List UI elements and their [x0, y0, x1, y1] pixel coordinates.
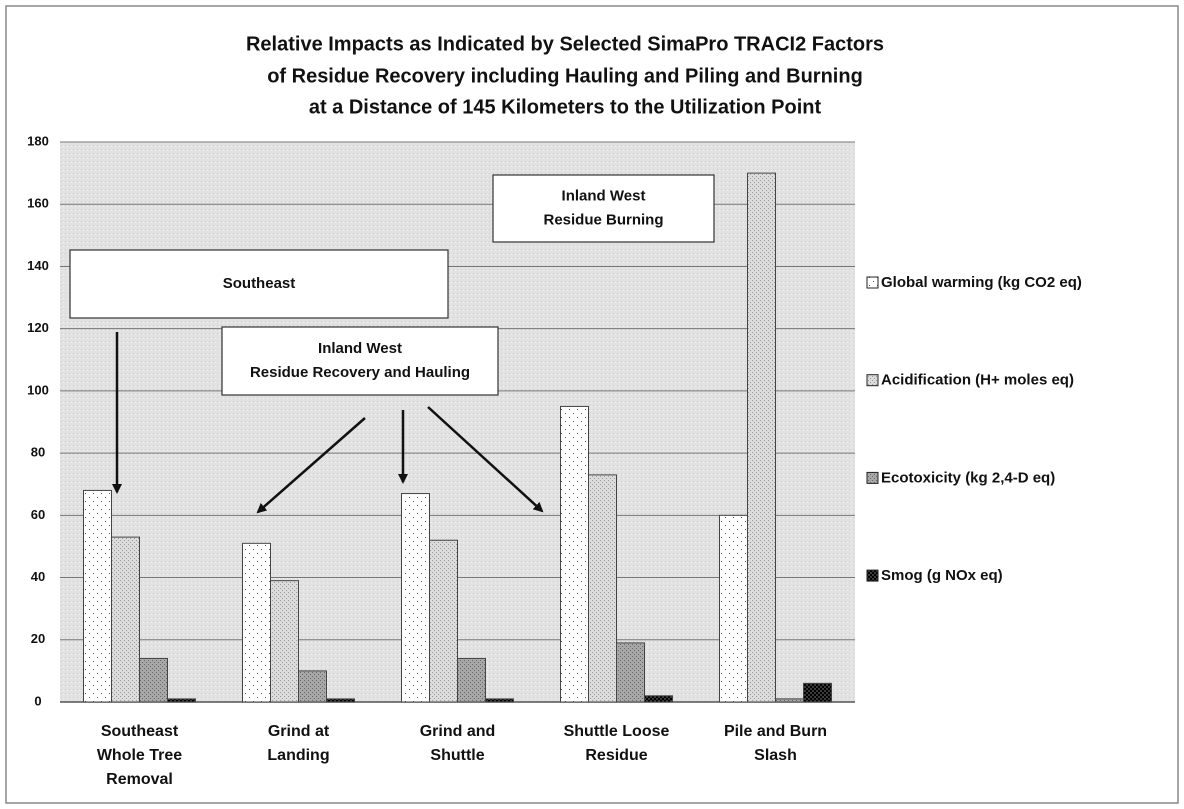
- chart-title: at a Distance of 145 Kilometers to the U…: [309, 96, 822, 118]
- bar: [111, 536, 140, 703]
- arrow: [256, 417, 366, 514]
- annotation-text: Southeast: [223, 275, 296, 292]
- legend-label: Acidification (H+ moles eq): [881, 372, 1074, 389]
- bar: [270, 580, 299, 703]
- bar: [401, 493, 430, 703]
- legend-label: Smog (g NOx eq): [881, 567, 1003, 584]
- x-tick-label: Grind at Landing: [267, 723, 330, 764]
- bar: [616, 642, 645, 703]
- chart-title: of Residue Recovery including Hauling an…: [267, 65, 863, 87]
- bar: [298, 670, 327, 703]
- y-tick-label: 160: [27, 196, 49, 211]
- annotation-text: Residue Burning: [543, 211, 663, 228]
- y-tick-label: 180: [27, 133, 49, 148]
- bar: [719, 514, 748, 703]
- bar: [429, 539, 458, 703]
- bar: [747, 172, 776, 703]
- x-tick-label: Grind and Shuttle: [419, 723, 496, 764]
- annotation-box: [69, 249, 449, 319]
- x-tick-label: Pile and Burn Slash: [723, 723, 828, 764]
- bar: [644, 695, 673, 703]
- annotation-text: Inland West: [318, 340, 402, 357]
- legend-label: Global warming (kg CO2 eq): [881, 274, 1082, 291]
- bar: [167, 698, 196, 703]
- arrow: [427, 406, 544, 513]
- bar: [775, 698, 804, 703]
- y-tick-label: 20: [31, 631, 45, 646]
- bar: [83, 489, 112, 703]
- legend-swatch: [866, 471, 879, 484]
- legend-swatch: [866, 374, 879, 387]
- bar: [242, 542, 271, 703]
- y-tick-label: 0: [34, 693, 41, 708]
- bar: [803, 682, 832, 703]
- annotation-box: [492, 174, 715, 243]
- chart-title: Relative Impacts as Indicated by Selecte…: [246, 33, 884, 55]
- legend-swatch: [866, 276, 879, 289]
- bar: [485, 698, 514, 703]
- annotation-text: Residue Recovery and Hauling: [250, 364, 470, 381]
- y-tick-label: 140: [27, 258, 49, 273]
- annotation-text: Inland West: [562, 187, 646, 204]
- y-tick-label: 100: [27, 382, 49, 397]
- bar: [560, 405, 589, 703]
- y-tick-label: 80: [31, 445, 45, 460]
- legend-label: Ecotoxicity (kg 2,4-D eq): [881, 469, 1055, 486]
- y-tick-label: 40: [31, 569, 45, 584]
- x-tick-label: Southeast Whole Tree Removal: [96, 723, 183, 788]
- legend-swatch: [866, 569, 879, 582]
- bar: [588, 474, 617, 703]
- bar: [139, 657, 168, 703]
- annotation-box: [221, 326, 499, 396]
- y-tick-label: 60: [31, 507, 45, 522]
- y-tick-label: 120: [27, 320, 49, 335]
- x-tick-label: Shuttle Loose Residue: [563, 723, 670, 764]
- bar: [457, 657, 486, 703]
- bar: [326, 698, 355, 703]
